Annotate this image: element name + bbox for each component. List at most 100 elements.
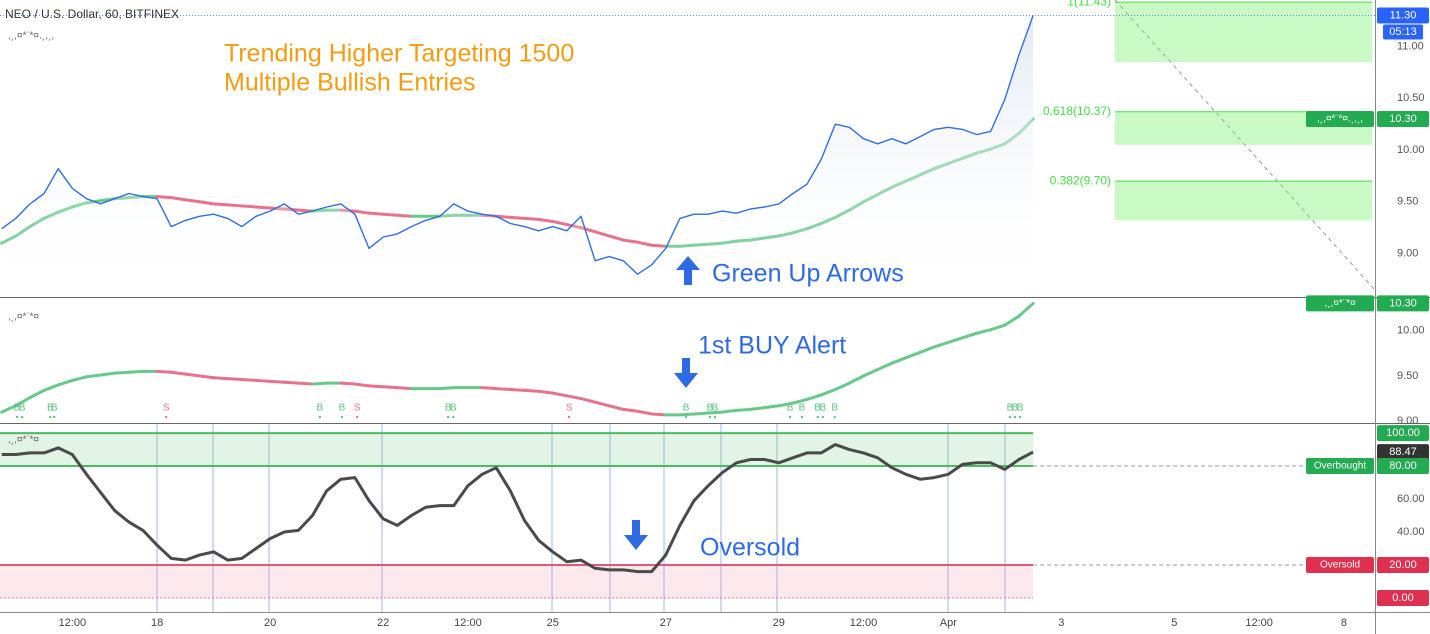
- ma-segment: [311, 381, 329, 386]
- signal-label: B: [339, 403, 346, 414]
- oscillator-line: [1, 443, 1034, 574]
- x-tick-label: Apr: [940, 617, 957, 629]
- ma-segment: [975, 328, 993, 335]
- signal-label: B: [317, 403, 324, 414]
- price-tag: [1377, 7, 1429, 24]
- signal-dot: [318, 415, 322, 419]
- y-tick-label: 40.00: [1397, 526, 1425, 538]
- ma-segment: [169, 196, 187, 202]
- band-fill: [0, 433, 1034, 467]
- ma-segment: [508, 387, 526, 392]
- price-tag-label: 20.00: [1389, 559, 1417, 571]
- ma-segment: [551, 391, 569, 398]
- price-tag: [1377, 444, 1429, 461]
- name-tag: [1306, 458, 1374, 475]
- band-fill: [0, 565, 1034, 598]
- x-tick-label: 5: [1171, 617, 1177, 629]
- y-tick-label: 10.50: [1397, 92, 1425, 104]
- x-tick-label: 12:00: [454, 617, 482, 629]
- signal-dot: [355, 415, 359, 419]
- ma-segment: [212, 376, 230, 381]
- ma-segment: [593, 400, 611, 408]
- x-tick-label: 25: [547, 617, 559, 629]
- signal-dot: [452, 415, 455, 419]
- signal-dot: [567, 415, 571, 419]
- ma-segment: [989, 323, 1007, 332]
- ma-segment: [720, 408, 738, 414]
- price-tag-label: 0.00: [1392, 592, 1413, 604]
- ma-segment: [946, 336, 964, 344]
- ma-segment: [127, 369, 145, 374]
- ma-segment: [480, 386, 498, 391]
- signal-label: B: [47, 403, 54, 414]
- countdown-tag: [1383, 24, 1423, 40]
- price-tag: [1377, 589, 1429, 606]
- signal-dot: [800, 415, 804, 419]
- ma-segment: [551, 219, 569, 227]
- ma-segment: [254, 378, 272, 383]
- y-tick-label: 9.50: [1397, 370, 1418, 382]
- countdown-label: 05:13: [1389, 26, 1417, 38]
- x-tick-label: 12:00: [59, 617, 87, 629]
- signal-label: B: [683, 403, 690, 414]
- ma-segment: [296, 381, 315, 386]
- x-tick-label: 27: [660, 617, 672, 629]
- name-tag-label: ,¸,¤*¨*¤: [1324, 298, 1356, 309]
- x-tick-label: 12:00: [850, 617, 878, 629]
- signal-dot: [816, 415, 819, 419]
- signal-label: B: [799, 403, 806, 414]
- annotation: Trending Higher Targeting 1500: [224, 40, 574, 68]
- ma-segment: [522, 388, 541, 393]
- price-area: [1, 15, 1034, 297]
- signal-label: B: [820, 403, 827, 414]
- signal-dot: [833, 415, 836, 419]
- signal-dot: [340, 415, 344, 419]
- signal-dot: [1008, 415, 1012, 419]
- name-tag: [1306, 111, 1374, 128]
- price-tag: [1377, 425, 1429, 442]
- signal-dot: [164, 415, 168, 419]
- ma-segment: [183, 372, 201, 378]
- y-tick-label: 9.50: [1397, 196, 1418, 208]
- signal-label: S: [566, 403, 573, 414]
- y-tick-label: 60.00: [1397, 493, 1425, 505]
- signal-label: B: [14, 403, 21, 414]
- name-tag-label: ,¸,¤*¨*¤.¸,¸,: [1317, 114, 1363, 125]
- signal-dot: [821, 415, 825, 419]
- ma-segment: [353, 382, 371, 388]
- x-tick-label: 22: [377, 617, 389, 629]
- signal-label: B: [831, 403, 838, 414]
- ma-segment: [438, 386, 456, 391]
- price-tag: [1377, 557, 1429, 573]
- ma-segment: [42, 383, 60, 392]
- ma-segment: [678, 412, 696, 417]
- signal-label: B: [51, 403, 58, 414]
- ma-segment: [960, 331, 979, 340]
- ma-segment: [777, 401, 795, 408]
- ma-segment: [197, 200, 216, 206]
- price-tag-label: 88.47: [1389, 446, 1417, 458]
- price-tag: [1377, 295, 1429, 312]
- ma-segment: [212, 202, 230, 207]
- signal-dot: [1018, 415, 1022, 419]
- signal-dot: [1013, 415, 1017, 419]
- ma-segment: [155, 195, 173, 200]
- ma-segment: [805, 393, 823, 401]
- signal-label: B: [712, 403, 719, 414]
- name-tag-label: Oversold: [1320, 560, 1360, 571]
- ma-segment: [537, 389, 555, 395]
- indicator-name: ,¸,¤*¨*¤: [8, 312, 40, 323]
- ma-segment: [169, 370, 187, 376]
- fib-zone: [1115, 2, 1373, 63]
- annotation: Multiple Bullish Entries: [224, 69, 476, 97]
- down-arrow: [624, 520, 648, 550]
- fib-label: 0.618(10.37): [1043, 104, 1111, 118]
- ma-segment: [367, 384, 385, 389]
- x-tick-label: 12:00: [1245, 617, 1273, 629]
- y-tick-label: 9.00: [1397, 415, 1418, 427]
- ma-segment: [650, 243, 668, 248]
- indicator-name: ,¸,¤*¨*¤.¸,¸,: [8, 31, 54, 42]
